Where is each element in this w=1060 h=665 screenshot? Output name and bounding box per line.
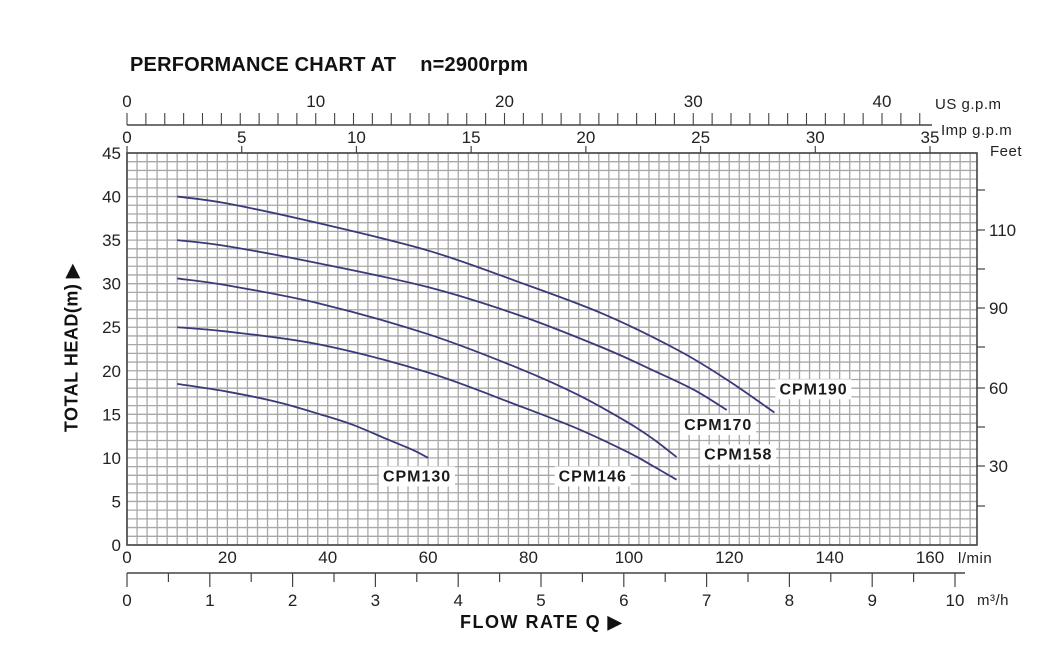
x-axis-label: FLOW RATE Q ▶ <box>460 612 623 632</box>
plot-frame <box>126 152 978 546</box>
x-tick-label-m3h: 1 <box>205 591 214 610</box>
y-tick-label: 20 <box>102 362 121 381</box>
x-tick-label-lmin: 140 <box>815 548 843 567</box>
x-tick-label-lmin: 40 <box>318 548 337 567</box>
grid <box>126 152 977 546</box>
y-tick-label: 25 <box>102 318 121 337</box>
x-tick-label-m3h: 4 <box>453 591 462 610</box>
x-tick-label-m3h: 9 <box>867 591 876 610</box>
curve-label-cpm170: CPM170 <box>684 417 752 434</box>
curve-labels: CPM190 CPM170 CPM158 CPM146 CPM130 <box>378 379 852 487</box>
unit-m3h: m³/h <box>977 592 1009 609</box>
x-tick-label-imp-gpm: 5 <box>237 128 246 147</box>
y-tick-label: 40 <box>102 188 121 207</box>
chart-title-speed: n=2900rpm <box>420 54 529 76</box>
x-tick-label-m3h: 3 <box>371 591 380 610</box>
unit-us-gpm: US g.p.m <box>935 96 1002 113</box>
x-tick-label-lmin: 120 <box>715 548 743 567</box>
x-tick-label-m3h: 7 <box>702 591 711 610</box>
y-tick-label: 45 <box>102 144 121 163</box>
curve-label-cpm130: CPM130 <box>383 468 451 485</box>
x-tick-label-us-gpm: 20 <box>495 92 514 111</box>
curve-cpm130 <box>177 382 429 459</box>
x-tick-label-lmin: 160 <box>916 548 944 567</box>
chart-title: PERFORMANCE CHART AT n=2900rpm <box>130 54 528 77</box>
pump-curves <box>177 195 775 481</box>
y-tick-label-feet: 30 <box>989 457 1008 476</box>
x-tick-label-imp-gpm: 35 <box>921 128 940 147</box>
curve-cpm170 <box>177 239 728 411</box>
x-tick-label-imp-gpm: 0 <box>122 128 131 147</box>
x-tick-label-m3h: 10 <box>946 591 965 610</box>
x-tick-label-imp-gpm: 10 <box>347 128 366 147</box>
x-tick-label-lmin: 20 <box>218 548 237 567</box>
curve-label-cpm158: CPM158 <box>704 447 772 464</box>
curve-cpm146 <box>177 326 678 481</box>
chart-title-main: PERFORMANCE CHART AT <box>130 54 397 76</box>
curve-cpm158 <box>177 277 678 458</box>
x-tick-label-imp-gpm: 25 <box>691 128 710 147</box>
y-tick-label: 0 <box>112 536 121 555</box>
x-tick-label-m3h: 5 <box>536 591 545 610</box>
y-tick-label-feet: 60 <box>989 379 1008 398</box>
x-tick-label-us-gpm: 10 <box>306 92 325 111</box>
x-tick-label-m3h: 2 <box>288 591 297 610</box>
x-tick-label-imp-gpm: 30 <box>806 128 825 147</box>
y-tick-label: 15 <box>102 405 121 424</box>
x-tick-label-us-gpm: 0 <box>122 92 131 111</box>
y-tick-label-feet: 90 <box>989 299 1008 318</box>
y-tick-label-feet: 110 <box>989 221 1016 240</box>
curve-label-bg <box>775 379 852 400</box>
y-tick-label: 5 <box>112 492 121 511</box>
curve-label-bg <box>700 444 777 465</box>
y-tick-label: 35 <box>102 231 121 250</box>
y-tick-label: 30 <box>102 275 121 294</box>
curve-label-cpm146: CPM146 <box>559 468 627 485</box>
x-tick-label-us-gpm: 40 <box>873 92 892 111</box>
x-tick-label-lmin: 100 <box>615 548 643 567</box>
y-axis-label: TOTAL HEAD(m) ▶ <box>61 263 82 433</box>
curve-cpm190 <box>177 195 775 414</box>
x-tick-label-m3h: 6 <box>619 591 628 610</box>
curve-label-cpm190: CPM190 <box>779 381 847 398</box>
x-tick-label-m3h: 8 <box>785 591 794 610</box>
x-tick-label-lmin: 60 <box>419 548 438 567</box>
x-tick-label-lmin: 0 <box>122 548 131 567</box>
unit-feet: Feet <box>990 143 1022 160</box>
x-tick-label-lmin: 80 <box>519 548 538 567</box>
x-tick-label-us-gpm: 30 <box>684 92 703 111</box>
x-tick-label-imp-gpm: 20 <box>576 128 595 147</box>
curve-label-bg <box>554 466 631 487</box>
unit-lmin: l/min <box>958 550 992 567</box>
y-tick-label: 10 <box>102 449 121 468</box>
x-tick-label-m3h: 0 <box>122 591 131 610</box>
curve-label-bg <box>378 466 455 487</box>
x-tick-label-imp-gpm: 15 <box>462 128 481 147</box>
curve-label-bg <box>680 415 757 436</box>
unit-imp-gpm: Imp g.p.m <box>941 122 1012 139</box>
